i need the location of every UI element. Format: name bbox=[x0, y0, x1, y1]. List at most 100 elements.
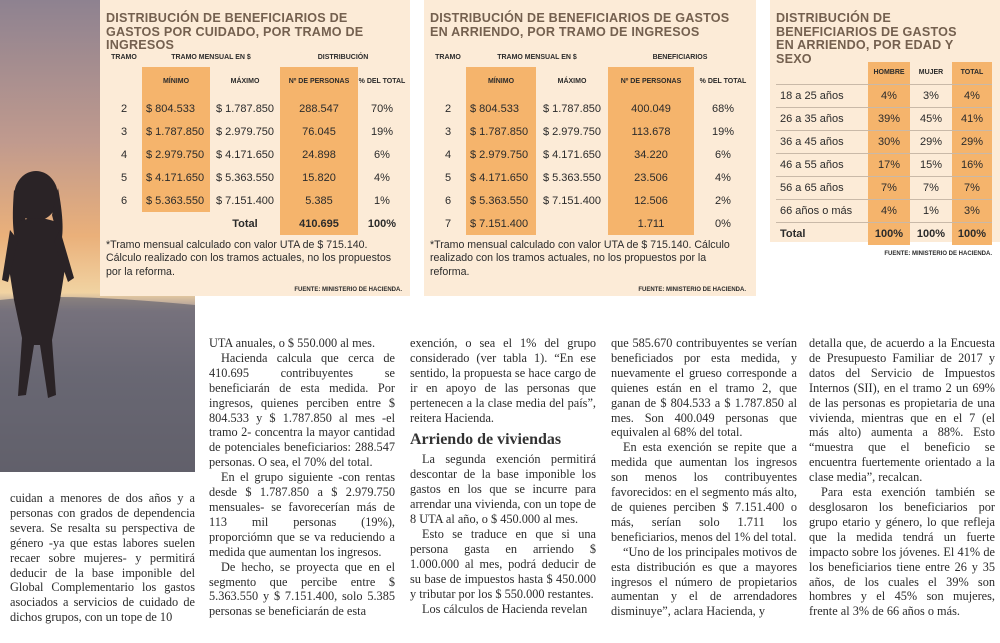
table-cell: $ 4.171.650 bbox=[142, 166, 210, 189]
table-cell: 100% bbox=[910, 222, 952, 245]
table-cell: 6 bbox=[444, 194, 452, 207]
table-cell: $ 7.151.400 bbox=[542, 194, 602, 207]
paragraph: que 585.670 contribuyentes se verían ben… bbox=[611, 336, 797, 440]
table-cell: 1% bbox=[910, 199, 952, 222]
table-cell: 7% bbox=[952, 176, 992, 199]
table-cell: 4% bbox=[715, 171, 731, 184]
table-cell: $ 804.533 bbox=[142, 97, 210, 120]
table-cell: 2 bbox=[120, 102, 128, 115]
article-column: detalla que, de acuerdo a la Encuesta de… bbox=[809, 336, 995, 619]
table-cell: $ 1.787.850 bbox=[142, 120, 210, 143]
table-cell: 30% bbox=[868, 130, 910, 153]
table-cell: 7% bbox=[868, 176, 910, 199]
paragraph: La segunda exención permitirá descontar … bbox=[410, 452, 596, 527]
table-cell: 23.506 bbox=[608, 166, 694, 189]
column-header: TOTAL bbox=[952, 62, 992, 84]
table-cell: 24.898 bbox=[280, 143, 358, 166]
table-cell: 3% bbox=[910, 84, 952, 107]
table-title: DISTRIBUCIÓN DE BENEFICIARIOS DE GASTOS … bbox=[776, 11, 957, 66]
table-cell: 6% bbox=[715, 148, 731, 161]
table-cell: $ 1.787.850 bbox=[215, 102, 275, 115]
column-group-header: TRAMO MENSUAL EN $ bbox=[497, 54, 577, 61]
paragraph: Para esta exención también se desglosaro… bbox=[809, 485, 995, 619]
column-group-header: DISTRIBUCIÓN bbox=[317, 54, 369, 61]
column-header: HOMBRE bbox=[868, 62, 910, 84]
table-cell: 18 a 25 años bbox=[776, 84, 868, 107]
table-cell: 3 bbox=[120, 125, 128, 138]
table-note: *Tramo mensual calculado con valor UTA d… bbox=[430, 239, 730, 278]
table-cell: 45% bbox=[910, 107, 952, 130]
table-cell: 1% bbox=[374, 194, 390, 207]
table-cell: $ 4.171.650 bbox=[215, 148, 275, 161]
column-group-header: BENEFICIARIOS bbox=[652, 54, 708, 61]
table-cell: Total bbox=[776, 222, 868, 245]
table-cell: $ 2.979.750 bbox=[215, 125, 275, 138]
table-cell: 34.220 bbox=[608, 143, 694, 166]
column-header: % DEL TOTAL bbox=[358, 78, 406, 85]
table-cell: 5 bbox=[120, 171, 128, 184]
column-header: MUJER bbox=[918, 69, 944, 76]
table-cell: 0% bbox=[715, 217, 731, 230]
article-column: exención, o sea el 1% del grupo consider… bbox=[410, 336, 596, 616]
source: FUENTE: MINISTERIO DE HACIENDA. bbox=[884, 251, 992, 257]
paragraph: De hecho, se proyecta que en el segmento… bbox=[209, 559, 395, 619]
table-cell: 15.820 bbox=[280, 166, 358, 189]
table-cell: 5.385 bbox=[280, 189, 358, 212]
table-cell: 66 años o más bbox=[776, 199, 868, 222]
paragraph: Esto se traduce en que si una persona ga… bbox=[410, 526, 596, 601]
table-cell: 113.678 bbox=[608, 120, 694, 143]
table-cell: 4 bbox=[444, 148, 452, 161]
table-cell: $ 5.363.550 bbox=[542, 171, 602, 184]
column-header: Nº DE PERSONAS bbox=[608, 67, 694, 97]
paragraph: exención, o sea el 1% del grupo consider… bbox=[410, 336, 596, 425]
table-cell: 4% bbox=[374, 171, 390, 184]
table-cell: 4 bbox=[120, 148, 128, 161]
table-cell: $ 804.533 bbox=[466, 97, 536, 120]
paragraph: En esta exención se repite que a medida … bbox=[611, 440, 797, 544]
table-cell: 70% bbox=[370, 102, 394, 115]
column-header: MÍNIMO bbox=[142, 67, 210, 97]
table-cell: $ 5.363.550 bbox=[142, 189, 210, 212]
table-cell: 26 a 35 años bbox=[776, 107, 868, 130]
table-cell: 100% bbox=[367, 217, 397, 230]
table-cell: 19% bbox=[370, 125, 394, 138]
paragraph: Hacienda calcula que cerca de 410.695 co… bbox=[209, 350, 395, 470]
article-column: que 585.670 contribuyentes se verían ben… bbox=[611, 336, 797, 619]
table-cell: 1.711 bbox=[608, 212, 694, 235]
table-cell: 4% bbox=[868, 199, 910, 222]
source: FUENTE: MINISTERIO DE HACIENDA. bbox=[638, 287, 746, 293]
table-cell: 410.695 bbox=[280, 212, 358, 235]
table-cell: 288.547 bbox=[280, 97, 358, 120]
table-cell: 400.049 bbox=[608, 97, 694, 120]
table-cell: 12.506 bbox=[608, 189, 694, 212]
table-cell: 39% bbox=[868, 107, 910, 130]
table-cell: 46 a 55 años bbox=[776, 153, 868, 176]
table-cell: 16% bbox=[952, 153, 992, 176]
table-title: DISTRIBUCIÓN DE BENEFICIARIOS DE GASTOS … bbox=[106, 11, 364, 52]
table-cell: 36 a 45 años bbox=[776, 130, 868, 153]
table-cell: $ 2.979.750 bbox=[142, 143, 210, 166]
table-cell: 3% bbox=[952, 199, 992, 222]
article-column: cuidan a menores de dos años y a persona… bbox=[10, 491, 195, 625]
paragraph: En el grupo siguiente -con rentas desde … bbox=[209, 470, 395, 559]
table-cell: Total bbox=[232, 217, 258, 230]
column-group-header: TRAMO MENSUAL EN $ bbox=[171, 54, 251, 61]
table-cell: 6% bbox=[374, 148, 390, 161]
column-header: Nº DE PERSONAS bbox=[280, 67, 358, 97]
table-note: *Tramo mensual calculado con valor UTA d… bbox=[106, 239, 392, 278]
table-cell: 19% bbox=[711, 125, 735, 138]
table-cell: 7% bbox=[910, 176, 952, 199]
paragraph: Los cálculos de Hacienda revelan bbox=[422, 601, 588, 616]
table-cell: 56 a 65 años bbox=[776, 176, 868, 199]
paragraph: cuidan a menores de dos años y a persona… bbox=[10, 491, 195, 625]
table-cell: $ 1.787.850 bbox=[542, 102, 602, 115]
table-cell: 4% bbox=[952, 84, 992, 107]
empty-cell bbox=[142, 212, 210, 235]
table-cell: 41% bbox=[952, 107, 992, 130]
column-header: % DEL TOTAL bbox=[699, 78, 747, 85]
table-cell: 100% bbox=[952, 222, 992, 245]
article-column: UTA anuales, o $ 550.000 al mes. Hacienda… bbox=[209, 336, 395, 619]
table-cell: 68% bbox=[711, 102, 735, 115]
table-cell: $ 1.787.850 bbox=[466, 120, 536, 143]
